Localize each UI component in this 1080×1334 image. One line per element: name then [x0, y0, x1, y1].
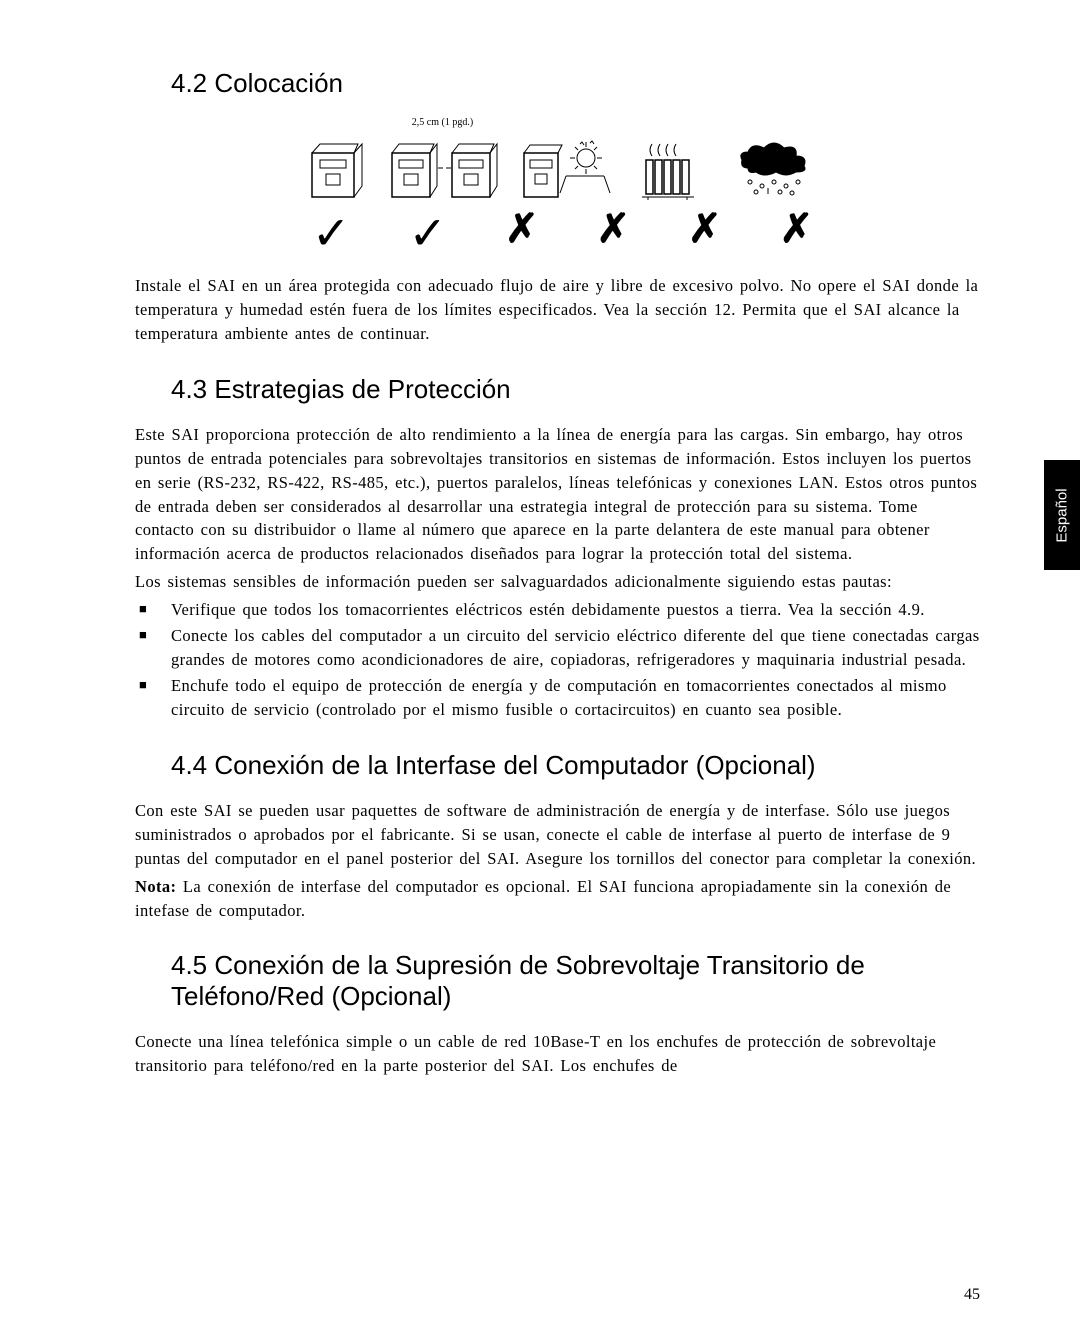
x-icon: ✗ [505, 206, 539, 260]
heading-4-5: 4.5 Conexión de la Supresión de Sobrevol… [171, 950, 980, 1012]
heading-4-2: 4.2 Colocación [171, 68, 980, 99]
diagram-two-units-icon [388, 138, 498, 200]
heading-4-3: 4.3 Estrategias de Protección [171, 374, 980, 405]
diagram-radiator-icon [634, 138, 712, 200]
list-item: Verifique que todos los tomacorrientes e… [135, 598, 980, 622]
diagram-sun-icon [520, 138, 612, 200]
list-item: Enchufe todo el equipo de protección de … [135, 674, 980, 722]
sec43-bullets: Verifique que todos los tomacorrientes e… [135, 598, 980, 722]
note-label: Nota: [135, 877, 176, 896]
sec42-body: Instale el SAI en un área protegida con … [135, 274, 980, 346]
check-icon: ✓ [408, 206, 447, 260]
diagram-rain-icon [734, 138, 816, 200]
page-number: 45 [964, 1286, 980, 1304]
heading-4-4: 4.4 Conexión de la Interfase del Computa… [171, 750, 980, 781]
x-icon: ✗ [597, 206, 631, 260]
placement-diagram: 2,5 cm (1 pgd.) [135, 117, 980, 260]
sec44-note: Nota: La conexión de interfase del compu… [135, 875, 980, 923]
diagram-single-unit-icon [300, 138, 366, 200]
list-item: Conecte los cables del computador a un c… [135, 624, 980, 672]
sec44-para1: Con este SAI se pueden usar paquettes de… [135, 799, 980, 871]
language-tab: Español [1044, 460, 1080, 570]
sec43-para2: Los sistemas sensibles de información pu… [135, 570, 980, 594]
sec45-para: Conecte una línea telefónica simple o un… [135, 1030, 980, 1078]
language-tab-label: Español [1054, 488, 1071, 542]
check-icon: ✓ [312, 206, 351, 260]
diagram-spacing-label: 2,5 cm (1 pgd.) [0, 117, 980, 128]
x-icon: ✗ [688, 206, 722, 260]
sec43-para1: Este SAI proporciona protección de alto … [135, 423, 980, 567]
x-icon: ✗ [780, 206, 814, 260]
note-text: La conexión de interfase del computador … [135, 877, 951, 920]
